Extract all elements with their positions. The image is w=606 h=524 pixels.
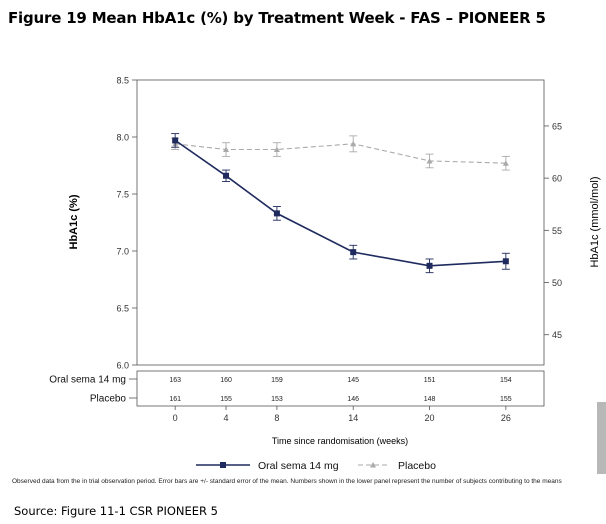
at-risk-count: 155: [220, 396, 232, 403]
at-risk-count: 148: [424, 396, 436, 403]
at-risk-table: Oral sema 14 mg 163 160 159 145 151 154 Placebo…: [49, 370, 545, 407]
data-point: [172, 137, 179, 144]
y-tick-label-left: 7.5: [116, 190, 129, 200]
x-tick-label: 0: [173, 413, 178, 423]
at-risk-count: 145: [347, 377, 359, 384]
at-risk-count: 146: [347, 396, 359, 403]
data-point: [426, 157, 433, 164]
at-risk-row-label: Oral sema 14 mg: [49, 375, 126, 386]
at-risk-border: [136, 370, 545, 407]
scroll-strip: [597, 402, 606, 474]
y-tick-label-right: 50: [552, 278, 562, 288]
footnote: Observed data from the in trial observat…: [12, 478, 562, 485]
x-tick-label: 20: [425, 413, 435, 423]
y-tick-label-right: 65: [552, 121, 562, 131]
figure-title: Figure 19 Mean HbA1c (%) by Treatment We…: [8, 9, 546, 27]
data-point: [426, 262, 433, 269]
data-point: [273, 210, 280, 217]
y-axis-right: 45 50 55 60 65: [544, 121, 562, 340]
data-point: [273, 146, 280, 153]
series-oral-sema: [171, 133, 510, 274]
y-tick-label-left: 8.5: [116, 76, 129, 86]
data-point: [223, 146, 230, 153]
data-point: [350, 249, 357, 256]
y-tick-label-left: 8.0: [116, 133, 129, 143]
y-tick-label-right: 60: [552, 174, 562, 184]
y-axis-left: 6.0 6.5 7.0 7.5 8.0 8.5: [116, 76, 137, 371]
x-axis: 0 4 8 14 20 26: [173, 406, 511, 423]
at-risk-count: 163: [169, 377, 181, 384]
legend: Oral sema 14 mg Placebo: [196, 460, 436, 472]
series-placebo: [171, 135, 510, 171]
x-tick-label: 26: [501, 413, 511, 423]
series-line: [174, 139, 506, 267]
source-note: Source: Figure 11-1 CSR PIONEER 5: [14, 504, 219, 518]
at-risk-count: 159: [271, 377, 283, 384]
at-risk-count: 155: [500, 396, 512, 403]
data-point: [223, 172, 230, 179]
y-tick-label-left: 6.5: [116, 304, 129, 314]
at-risk-count: 160: [220, 377, 232, 384]
plot-frame: [136, 79, 545, 366]
plot-border: [136, 79, 545, 366]
y-axis-label-left: HbA1c (%): [68, 194, 80, 249]
x-tick-label: 8: [274, 413, 279, 423]
legend-label: Oral sema 14 mg: [258, 460, 339, 472]
x-tick-label: 14: [348, 413, 358, 423]
x-tick-label: 4: [224, 413, 229, 423]
y-tick-label-left: 7.0: [116, 247, 129, 257]
data-point: [502, 258, 509, 265]
at-risk-row-label: Placebo: [90, 394, 127, 405]
data-point: [350, 140, 357, 147]
y-tick-label-left: 6.0: [116, 361, 129, 371]
at-risk-count: 153: [271, 396, 283, 403]
legend-swatch-marker: [370, 462, 376, 468]
at-risk-count: 151: [424, 377, 436, 384]
y-tick-label-right: 45: [552, 330, 562, 340]
y-tick-label-right: 55: [552, 226, 562, 236]
x-axis-label: Time since randomisation (weeks): [272, 436, 408, 446]
series-line: [175, 143, 506, 164]
legend-swatch-marker: [220, 462, 226, 468]
data-point: [502, 160, 509, 166]
series-layer: [171, 133, 510, 274]
legend-label: Placebo: [398, 460, 436, 472]
at-risk-count: 161: [169, 396, 181, 403]
y-axis-label-right: HbA1c (mmol/mol): [589, 176, 601, 267]
at-risk-count: 154: [500, 377, 512, 384]
